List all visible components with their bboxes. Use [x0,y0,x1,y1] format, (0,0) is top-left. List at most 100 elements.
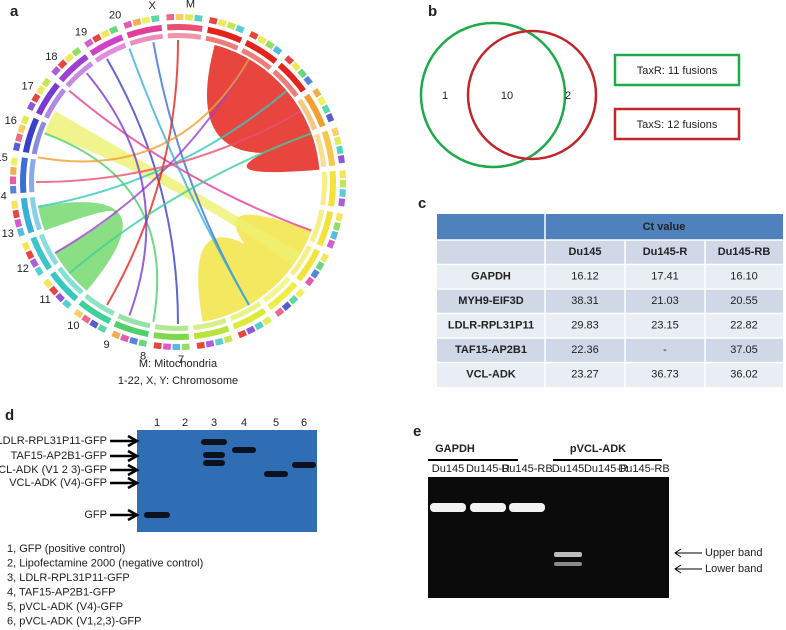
track-block [217,19,227,27]
chromosome-segment [229,301,262,322]
chromosome-segment [321,130,336,167]
track-block [10,185,17,194]
chromosome-segment [232,308,267,330]
chromosome-label: 14 [0,190,7,202]
fusion-link [68,132,312,275]
track-block [175,14,184,21]
panel-letter: d [5,407,14,424]
track-block [333,136,342,146]
legend-label: TaxS: 12 fusions [637,119,718,131]
track-block [262,316,272,326]
band [292,462,316,468]
table-cell: 20.55 [730,295,758,307]
chromosome-segment [316,211,334,247]
chromosome-label: 13 [2,228,14,240]
chromosome-label: 17 [21,81,33,93]
band [144,512,170,518]
chromosome-segment [30,236,52,271]
track-block [31,93,41,103]
track-block [73,308,84,319]
panel-letter: b [428,3,437,20]
track-block [336,145,344,155]
fusion-link [128,48,250,306]
venn-count: 10 [501,90,513,102]
track-block [339,170,346,179]
track-block [196,341,206,349]
ct-table: Ct value Du145 Du145-R Du145-RB GAPDH 16.12 17… [437,214,783,387]
row-label: MYH9-EIF3D [458,295,523,307]
track-block [20,115,30,125]
chromosome-segment [58,54,89,83]
legend-box [613,107,741,141]
table-cell: 16.10 [730,271,758,283]
blot-annotations: 1 2 3 4 5 6 LDLR-RPL31P11-GFP TAF15-AP2B1-GFP VC… [0,417,316,627]
chromosome-segment [29,197,42,231]
table-cell: 36.73 [651,369,679,381]
chromosome-label: 9 [103,339,109,351]
track-block [97,324,107,333]
band [201,439,227,445]
arrowhead [127,434,140,448]
chromosome-segment [193,325,230,340]
track-block [71,47,82,57]
fusion-link [198,214,312,322]
track-block [49,285,59,296]
chromosome-segment [129,33,163,46]
lane-label: 5 [273,417,279,429]
arrowhead [674,548,682,558]
chromosome-segment [289,245,312,276]
track-block [265,40,275,50]
chromosome-label: X [149,0,157,12]
lane-label: Du145-RB [618,463,669,475]
band-label: Upper band [705,547,763,559]
chromosome-segment [50,271,79,302]
chromosome-label: 19 [75,27,87,39]
chromosome-segment [309,209,325,243]
fusion-link [106,58,179,325]
row-label: GAPDH [471,271,511,283]
band [232,447,256,453]
chromosome-label: 16 [5,115,17,127]
lane-label: Du145-RB [501,463,552,475]
table-cell: 17.41 [651,271,679,283]
legend-line: 2, Lipofectamine 2000 (negative control) [7,557,203,569]
track-block [64,53,75,63]
legend-label: TaxR: 11 fusions [637,65,718,77]
panel-letter: a [10,3,19,20]
track-block [34,266,44,276]
chromosome-segment [28,158,36,193]
column-header: Du145 [568,246,601,258]
band [203,452,225,458]
fusion-link [68,89,312,232]
table-cell: 29.83 [571,320,599,332]
fusion-link [54,58,250,254]
chromosome-segment [153,332,190,341]
arrowhead [127,508,140,522]
chromosome-label: 8 [140,350,146,362]
track-block [214,337,224,346]
chromosome-label: 11 [39,294,50,306]
track-block [21,241,31,252]
track-block [129,337,139,345]
track-block [172,343,181,350]
lane-label: 2 [182,417,188,429]
arrowhead [127,449,140,463]
chromosome-label: 10 [67,320,79,332]
table-cell: - [663,344,667,356]
track-block [320,253,329,263]
panel-letter: c [418,195,426,212]
table-cell: 21.03 [651,295,679,307]
track-block [326,239,336,249]
caption: M: Mitochondria [139,358,218,370]
track-block [12,209,20,219]
lane-label: 3 [211,417,217,429]
venn-circle [419,21,567,169]
chromosome-segment [167,33,202,40]
track-block [339,189,346,198]
lane-label: Du145-R [584,463,628,475]
legend-line: 3, LDLR-RPL31P11-GFP [7,572,130,584]
chromosome-segment [65,61,94,88]
track-block [81,314,91,324]
table-row [437,313,783,338]
chromosome-label: 18 [45,51,57,63]
